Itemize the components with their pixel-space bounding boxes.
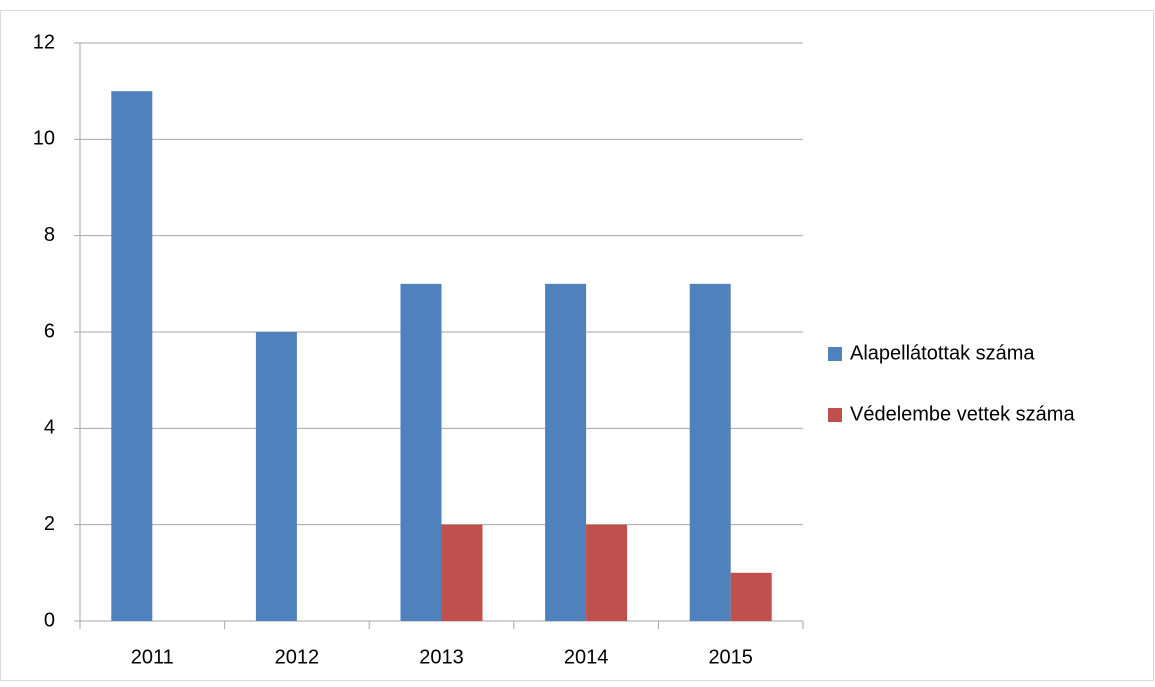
y-tick-label: 4 <box>44 417 55 439</box>
legend-swatch <box>828 347 842 361</box>
y-tick-label: 6 <box>44 320 55 342</box>
bar <box>730 572 772 621</box>
bar <box>586 524 628 621</box>
x-tick-label: 2011 <box>131 646 174 668</box>
bar <box>441 524 483 621</box>
y-tick-label: 2 <box>44 513 55 535</box>
y-tick-label: 10 <box>33 128 55 150</box>
x-tick-label: 2014 <box>564 646 609 668</box>
y-tick-label: 0 <box>44 609 55 631</box>
x-tick-label: 2015 <box>708 646 753 668</box>
x-tick-label: 2013 <box>419 646 464 668</box>
y-tick-label: 8 <box>44 224 55 246</box>
bar <box>689 283 731 621</box>
y-tick-label: 12 <box>33 31 55 53</box>
bar <box>255 332 297 621</box>
bar <box>545 283 587 621</box>
x-tick-label: 2012 <box>275 646 320 668</box>
bar <box>400 283 442 621</box>
chart-frame <box>0 10 1154 681</box>
legend-label: Alapellátottak száma <box>850 342 1035 364</box>
legend-label: Védelembe vettek száma <box>850 403 1075 425</box>
legend-swatch <box>828 408 842 422</box>
bar <box>111 91 153 621</box>
